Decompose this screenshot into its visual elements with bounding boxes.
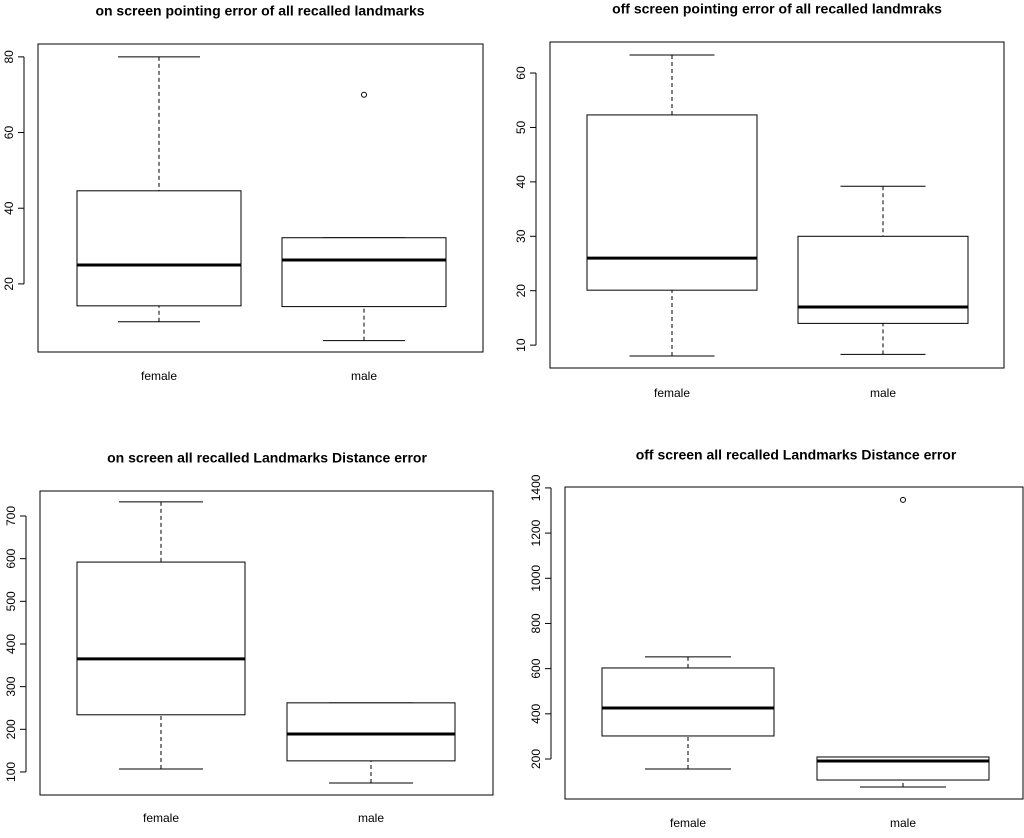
x-tick-label: female bbox=[670, 816, 706, 830]
y-tick-label: 60 bbox=[514, 66, 528, 80]
y-tick-label: 10 bbox=[514, 338, 528, 352]
x-tick-label: male bbox=[890, 816, 916, 830]
y-tick-label: 400 bbox=[4, 634, 18, 654]
plot-frame bbox=[37, 43, 484, 353]
y-tick-label: 30 bbox=[514, 229, 528, 243]
box bbox=[281, 237, 447, 308]
box bbox=[586, 114, 758, 291]
chart-title: off screen pointing error of all recalle… bbox=[612, 1, 942, 17]
outlier bbox=[900, 496, 906, 503]
y-tick-label: 40 bbox=[514, 175, 528, 189]
x-tick-label: male bbox=[358, 811, 384, 825]
x-tick-label: female bbox=[141, 369, 177, 383]
y-tick-label: 1000 bbox=[529, 565, 543, 592]
y-tick-label: 800 bbox=[529, 613, 543, 633]
y-tick-label: 80 bbox=[2, 50, 16, 64]
y-tick-label: 200 bbox=[529, 749, 543, 769]
y-tick-label: 60 bbox=[2, 126, 16, 140]
y-tick-label: 100 bbox=[4, 762, 18, 782]
plot-frame bbox=[564, 486, 1024, 800]
y-tick-label: 500 bbox=[4, 591, 18, 611]
box bbox=[797, 235, 969, 324]
y-tick-label: 20 bbox=[514, 284, 528, 298]
box bbox=[286, 702, 456, 762]
box bbox=[76, 561, 246, 716]
chart-title: on screen all recalled Landmarks Distanc… bbox=[107, 450, 427, 466]
y-tick-label: 600 bbox=[4, 548, 18, 568]
chart-title: off screen all recalled Landmarks Distan… bbox=[636, 447, 957, 463]
x-tick-label: male bbox=[351, 369, 377, 383]
x-tick-label: female bbox=[654, 386, 690, 400]
y-tick-label: 40 bbox=[2, 201, 16, 215]
box bbox=[816, 756, 990, 781]
x-tick-label: female bbox=[143, 811, 179, 825]
box bbox=[601, 667, 775, 737]
chart-title: on screen pointing error of all recalled… bbox=[95, 3, 424, 19]
y-tick-label: 200 bbox=[4, 719, 18, 739]
box bbox=[76, 190, 242, 307]
y-tick-label: 1400 bbox=[529, 474, 543, 501]
y-tick-label: 1200 bbox=[529, 519, 543, 546]
plot-frame bbox=[39, 490, 494, 796]
outlier bbox=[361, 91, 367, 98]
y-tick-label: 20 bbox=[2, 277, 16, 291]
y-tick-label: 300 bbox=[4, 676, 18, 696]
y-tick-label: 700 bbox=[4, 506, 18, 526]
y-tick-label: 50 bbox=[514, 120, 528, 134]
x-tick-label: male bbox=[870, 386, 896, 400]
y-tick-label: 600 bbox=[529, 658, 543, 678]
y-tick-label: 400 bbox=[529, 703, 543, 723]
plot-frame bbox=[549, 41, 1005, 369]
